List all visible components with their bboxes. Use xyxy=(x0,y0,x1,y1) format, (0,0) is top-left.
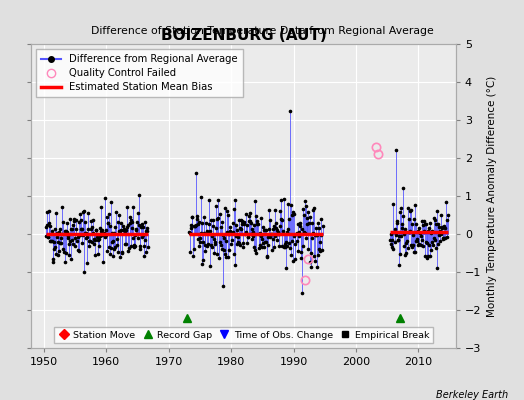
Y-axis label: Monthly Temperature Anomaly Difference (°C): Monthly Temperature Anomaly Difference (… xyxy=(487,75,497,317)
Legend: Station Move, Record Gap, Time of Obs. Change, Empirical Break: Station Move, Record Gap, Time of Obs. C… xyxy=(54,327,433,343)
Text: Berkeley Earth: Berkeley Earth xyxy=(436,390,508,400)
Text: Difference of Station Temperature Data from Regional Average: Difference of Station Temperature Data f… xyxy=(91,26,433,36)
Title: BOIZENBURG (AUT): BOIZENBURG (AUT) xyxy=(161,28,326,43)
